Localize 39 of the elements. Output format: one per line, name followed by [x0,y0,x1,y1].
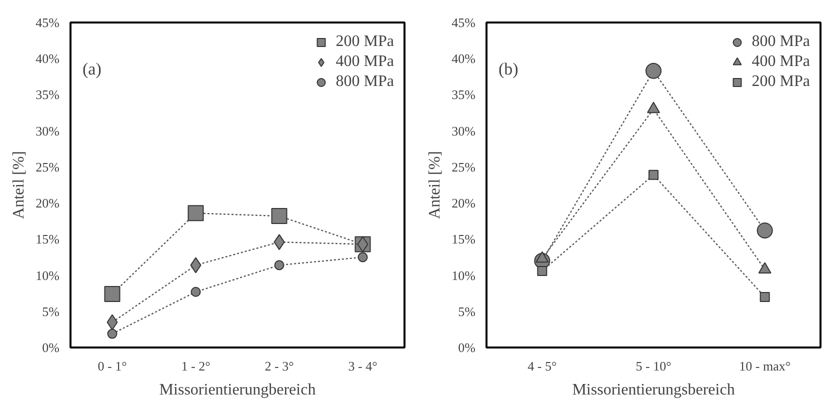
y-tick-label: 10% [452,268,476,283]
y-tick-label: 25% [452,159,476,174]
y-tick-label: 10% [36,268,60,283]
legend-label: 400 MPa [752,53,810,71]
legend-label: 200 MPa [336,33,394,51]
y-tick-label: 20% [36,196,60,211]
legend-label: 800 MPa [336,73,394,91]
y-tick-label: 15% [452,232,476,247]
x-tick-label: 10 - max° [739,358,791,374]
y-tick-label: 40% [452,51,476,66]
x-tick-label: 1 - 2° [181,358,210,374]
annotation: (a) [82,60,102,78]
y-tick-label: 5% [458,304,476,319]
y-tick-label: 35% [36,87,60,102]
y-axis-title: Anteil [%] [426,151,444,219]
y-axis-title: Anteil [%] [10,151,28,219]
y-tick-label: 45% [452,15,476,30]
y-tick-label: 0% [42,340,60,355]
legend-label: 200 MPa [752,73,810,91]
y-tick-label: 35% [452,87,476,102]
x-tick-label: 3 - 4° [348,358,378,374]
y-tick-label: 20% [452,196,476,211]
y-tick-label: 0% [458,340,476,355]
annotation: (b) [498,60,518,78]
y-tick-label: 15% [36,232,60,247]
legend-label: 800 MPa [752,33,810,51]
y-tick-label: 30% [36,123,60,138]
x-tick-label: 5 - 10° [636,358,672,374]
y-tick-label: 5% [42,304,60,319]
y-tick-label: 45% [36,15,60,30]
x-tick-label: 0 - 1° [98,358,127,374]
y-tick-label: 30% [452,123,476,138]
x-axis-title: Missorientierungsbereich [572,382,735,398]
x-tick-label: 2 - 3° [264,358,294,374]
y-tick-label: 25% [36,159,60,174]
y-tick-label: 40% [36,51,60,66]
x-tick-label: 4 - 5° [528,358,557,374]
x-axis-title: Missorientierungbereich [159,382,316,398]
legend-label: 400 MPa [336,53,394,71]
